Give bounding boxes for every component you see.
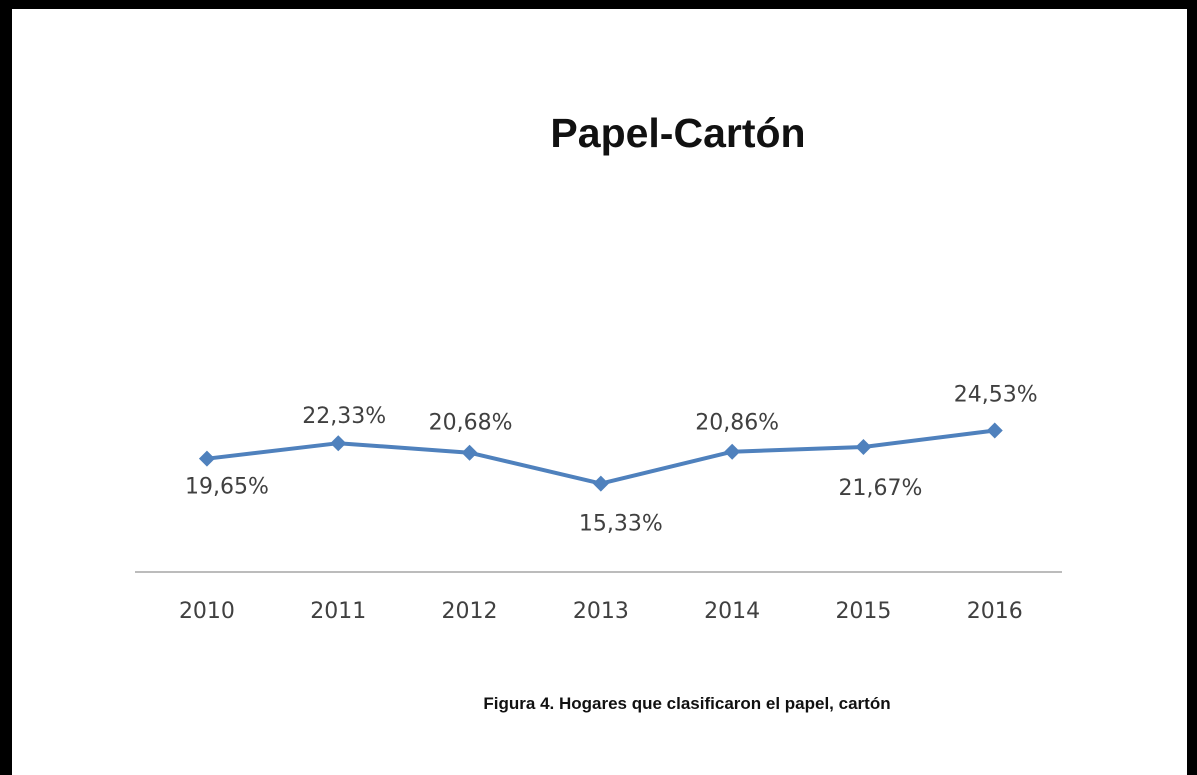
marker-layer: [198, 422, 1003, 492]
data-label: 21,67%: [839, 476, 923, 501]
data-label: 20,68%: [429, 411, 513, 436]
data-point-marker: [986, 422, 1003, 439]
x-tick-label: 2016: [967, 599, 1023, 624]
x-tick-label: 2010: [179, 599, 235, 624]
data-point-marker: [592, 475, 609, 492]
figure-caption: Figura 4. Hogares que clasificaron el pa…: [483, 694, 891, 713]
data-point-marker: [724, 443, 741, 460]
data-point-marker: [461, 444, 478, 461]
x-tick-label: 2011: [310, 599, 366, 624]
x-tick-label: 2012: [442, 599, 498, 624]
data-label: 24,53%: [954, 383, 1038, 408]
data-label-layer: 19,65% 22,33% 20,68% 15,33% 20,86% 21,67% 24,5…: [185, 383, 1038, 537]
data-label: 15,33%: [579, 512, 663, 537]
data-point-marker: [330, 435, 347, 452]
x-tick-label: 2013: [573, 599, 629, 624]
frame-border-top: [0, 0, 1197, 9]
frame-border-right: [1187, 0, 1197, 775]
data-label: 19,65%: [185, 475, 269, 500]
frame-border-left: [0, 0, 12, 775]
data-label: 20,86%: [695, 411, 779, 436]
x-tick-labels: 2010 2011 2012 2013 2014 2015 2016: [179, 599, 1023, 624]
chart-title: Papel-Cartón: [550, 110, 806, 156]
x-tick-label: 2014: [704, 599, 760, 624]
x-tick-label: 2015: [835, 599, 891, 624]
data-label: 22,33%: [302, 404, 386, 429]
data-point-marker: [855, 439, 872, 456]
data-point-marker: [198, 450, 215, 467]
